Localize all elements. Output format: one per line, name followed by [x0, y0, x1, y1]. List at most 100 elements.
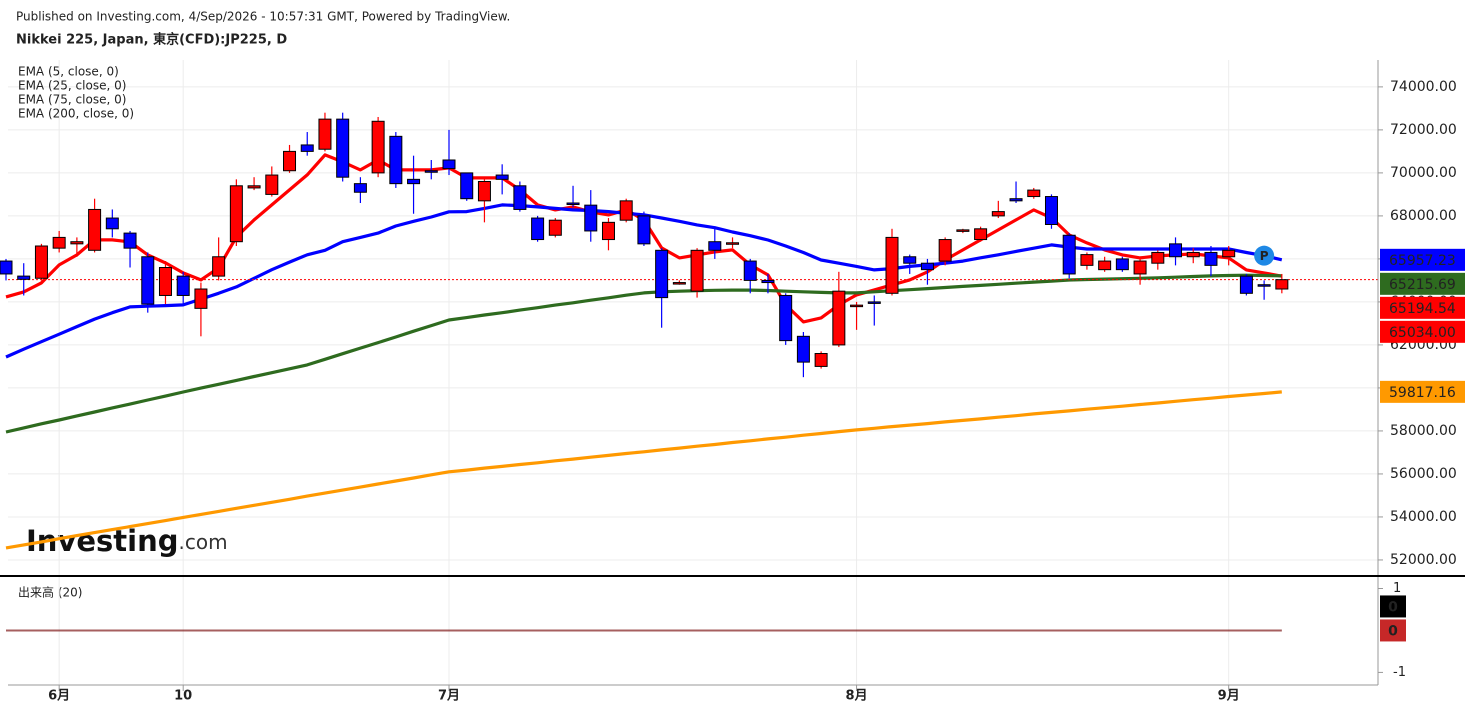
candle-body [690, 249, 704, 292]
legend-entry: EMA (5, close, 0) [18, 65, 119, 79]
candle-body [885, 236, 899, 294]
candle-body [495, 174, 509, 180]
candle-body [88, 208, 102, 251]
last-value-label: 0 [1388, 599, 1398, 615]
axes [0, 60, 1465, 686]
last-value-label: 65215.69 [1389, 277, 1456, 293]
last-value-label: 65194.54 [1389, 301, 1456, 317]
y-tick-label: 70000.00 [1390, 165, 1457, 181]
watermark-suffix: .com [178, 530, 227, 554]
candle-body [513, 185, 527, 210]
candle-body [1222, 249, 1236, 258]
candle-body [212, 256, 226, 277]
ema-line [5, 390, 1282, 550]
candle-body [318, 118, 332, 150]
candle-body [1062, 234, 1076, 275]
candle-body [1133, 260, 1147, 275]
labels: 6月 10 7月 8月 9月52000.0054000.0056000.0058000.… [18, 65, 1465, 704]
candle-body [247, 185, 261, 189]
last-value-box [1380, 320, 1465, 343]
x-tick-label: 9月 [1218, 689, 1240, 704]
candle-body [548, 219, 562, 236]
volume-title: 出来高 (20) [18, 585, 82, 600]
candle-body [619, 200, 633, 221]
candle-body [637, 215, 651, 245]
candle-body [1027, 189, 1041, 198]
y-tick-label: 56000.00 [1390, 466, 1457, 482]
candle-body [1151, 251, 1165, 264]
chart-title: Nikkei 225, Japan, 東京(CFD):JP225, D [16, 32, 287, 48]
last-value-box [1380, 296, 1465, 319]
candle-body [158, 267, 172, 296]
last-value-box [1380, 595, 1406, 618]
candle-body [123, 232, 137, 249]
candle-body [389, 135, 403, 185]
y-tick-label: 58000.00 [1390, 423, 1457, 439]
candle-body [265, 174, 279, 195]
candle-body [655, 249, 669, 299]
candle-body [796, 335, 810, 363]
candle-body [1275, 279, 1289, 290]
y-tick-label: 1 [1393, 581, 1401, 596]
candle-body [743, 260, 757, 281]
y-tick-label: -1 [1393, 665, 1406, 680]
legend-entry: EMA (200, close, 0) [18, 107, 134, 121]
candle-body [300, 144, 314, 152]
last-value-label: 0 [1388, 623, 1398, 639]
candle-body [17, 275, 31, 280]
candle-body [779, 294, 793, 342]
candle-body [477, 180, 491, 202]
last-value-box [1380, 272, 1465, 295]
candle-body [141, 256, 155, 305]
candle-body [336, 118, 350, 178]
candle-body [176, 275, 190, 296]
candle-body [601, 221, 615, 241]
y-tick-label: 68000.00 [1390, 208, 1457, 224]
candle-body [991, 211, 1005, 217]
candle-body [1186, 251, 1200, 258]
x-tick-label: 10 [174, 689, 192, 704]
candle-body [566, 202, 580, 205]
candle-body [229, 185, 243, 243]
y-tick-label: 74000.00 [1390, 79, 1457, 95]
candle-body [867, 301, 881, 304]
candle-body [1204, 251, 1218, 266]
candle-body [1239, 275, 1253, 294]
candle-body [1044, 196, 1058, 225]
candle-body [52, 236, 66, 249]
candle-body [424, 170, 438, 173]
candle-body [672, 282, 686, 285]
y-tick-label: 72000.00 [1390, 122, 1457, 138]
candle-body [920, 262, 934, 271]
candle-body [956, 229, 970, 232]
marker [1254, 245, 1275, 266]
x-tick-label: 7月 [438, 689, 460, 704]
candle-body [34, 245, 48, 279]
candle-body [353, 183, 367, 193]
candle-body [407, 178, 421, 185]
last-value-label: 65034.00 [1389, 325, 1456, 341]
last-value-box [1380, 248, 1465, 271]
candle-body [1009, 198, 1023, 202]
candles [0, 112, 1289, 378]
candle-body [194, 288, 208, 309]
candle-body [814, 353, 828, 367]
x-tick-label: 8月 [846, 689, 868, 704]
candle-body [105, 217, 119, 230]
candle-body [0, 260, 13, 275]
candle-body [850, 304, 864, 308]
last-value-box [1380, 380, 1465, 403]
candle-body [974, 228, 988, 241]
candle-body [442, 159, 456, 170]
candle-body [531, 217, 545, 241]
header: Published on Investing.com, 4/Sep/2026 -… [16, 10, 510, 24]
candle-body [1115, 258, 1129, 271]
legend-entry: EMA (75, close, 0) [18, 93, 126, 107]
last-value-label: 59817.16 [1389, 385, 1456, 401]
last-value-label: 65957.23 [1389, 253, 1456, 269]
candle-body [1257, 284, 1271, 287]
y-tick-label: 52000.00 [1390, 552, 1457, 568]
grid [8, 60, 1383, 691]
